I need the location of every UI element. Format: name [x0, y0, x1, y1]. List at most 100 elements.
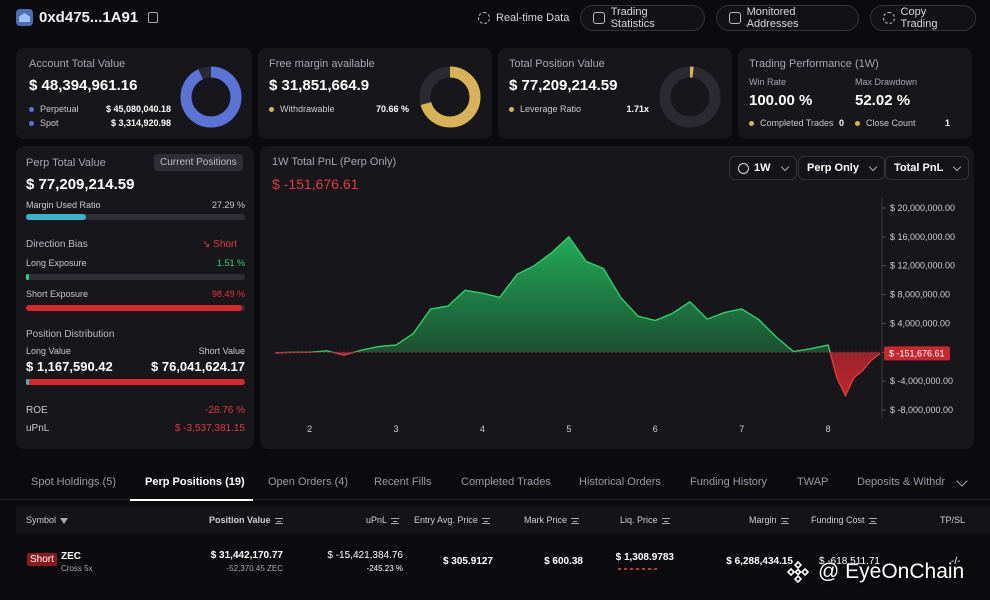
sort-icon: [481, 517, 490, 524]
refresh-icon: [478, 12, 490, 24]
col-mark-price[interactable]: Mark Price: [524, 515, 580, 525]
side-badge: Short: [27, 553, 57, 566]
position-value: $ 77,209,214.59: [509, 77, 618, 94]
filter-icon: [60, 517, 69, 524]
realtime-data-button[interactable]: Real-time Data: [466, 5, 581, 31]
margin-title: Free margin available: [269, 58, 375, 70]
value-amounts-row: $ 1,167,590.42 $ 76,041,624.17: [26, 359, 245, 374]
trading-statistics-button[interactable]: Trading Statistics: [580, 5, 705, 31]
sort-icon: [391, 517, 400, 524]
col-upnl[interactable]: uPnL: [366, 515, 400, 525]
tab-perp-positions[interactable]: Perp Positions (19): [145, 476, 245, 488]
account-total-card: Account Total Value $ 48,394,961.16 Perp…: [16, 48, 252, 139]
upnl-pct-cell: -245.23 %: [366, 564, 403, 573]
clock-icon: [738, 162, 749, 174]
max-drawdown-label: Max Drawdown: [855, 77, 918, 87]
positions-tabs: Spot Holdings (5) Perp Positions (19) Op…: [0, 468, 990, 501]
col-funding-cost[interactable]: Funding Cost: [811, 515, 877, 525]
tab-completed-trades[interactable]: Completed Trades: [461, 476, 551, 488]
wallet-address: 0xd475...1A91: [16, 9, 159, 26]
short-exposure-row: Short Exposure 98.49 %: [26, 289, 245, 299]
perp-total-card: Perp Total Value Current Positions $ 77,…: [16, 146, 254, 449]
entry-price-cell: $ 305.9127: [442, 556, 493, 567]
perpetual-row: Perpetual $ 45,080,040.18: [29, 104, 171, 114]
max-drawdown-value: 52.02 %: [855, 92, 911, 109]
symbol-cell[interactable]: ZEC: [61, 551, 81, 562]
col-symbol[interactable]: Symbol: [26, 515, 69, 525]
mode-cell: Cross 5x: [61, 564, 93, 573]
tab-twap[interactable]: TWAP: [797, 476, 829, 488]
copy-icon[interactable]: [148, 12, 159, 23]
direction-bias-label: Direction Bias: [26, 239, 88, 250]
table-row[interactable]: Short ZEC Cross 5x $ 31,442,170.77 -52,3…: [16, 536, 990, 600]
funding-cost-cell: $ -618,511.71: [819, 556, 880, 567]
total-position-card: Total Position Value $ 77,209,214.59 Lev…: [498, 48, 732, 139]
tab-funding-history[interactable]: Funding History: [690, 476, 768, 488]
sort-icon: [780, 517, 789, 524]
col-liq-price[interactable]: Liq. Price: [620, 515, 670, 525]
spot-row: Spot $ 3,314,920.98: [29, 118, 171, 128]
tab-recent-fills[interactable]: Recent Fills: [374, 476, 432, 488]
wallet-avatar-icon: [16, 9, 33, 26]
total-pnl-dropdown[interactable]: Total PnL: [885, 156, 970, 180]
tabs-more-chevron-icon[interactable]: [956, 475, 968, 487]
sort-icon: [868, 517, 877, 524]
x-tick-label: 4: [480, 424, 485, 434]
copy-trading-button[interactable]: Copy Trading: [870, 5, 976, 31]
col-entry-price[interactable]: Entry Avg. Price: [414, 515, 490, 525]
tpsl-cell[interactable]: -/-: [951, 556, 961, 567]
account-title: Account Total Value: [29, 58, 126, 70]
col-margin[interactable]: Margin: [749, 515, 789, 525]
upnl-cell: $ -15,421,384.76: [327, 550, 403, 561]
pnl-area-chart: $ 20,000,000.00 $ 16,000,000.00 $ 12,000,0…: [274, 198, 955, 434]
x-tick-label: 5: [566, 424, 571, 434]
y-tick-label: $ 4,000,000.00: [890, 318, 950, 328]
position-value-cell: $ 31,442,170.77: [210, 550, 283, 561]
leverage-row: Leverage Ratio 1.71x: [509, 104, 649, 114]
x-tick-label: 8: [826, 424, 831, 434]
tab-historical-orders[interactable]: Historical Orders: [579, 476, 661, 488]
win-rate-label: Win Rate: [749, 77, 787, 87]
x-tick-label: 6: [653, 424, 658, 434]
tab-open-orders[interactable]: Open Orders (4): [268, 476, 349, 488]
perp-title: Perp Total Value: [26, 157, 106, 169]
perp-value: $ 77,209,214.59: [26, 176, 135, 193]
current-positions-badge[interactable]: Current Positions: [154, 154, 243, 171]
y-tick-label: $ 16,000,000.00: [890, 232, 955, 242]
x-tick-label: 7: [739, 424, 744, 434]
col-tpsl: TP/SL: [940, 515, 966, 525]
y-tick-label: $ -8,000,000.00: [890, 405, 953, 415]
perp-only-dropdown[interactable]: Perp Only: [798, 156, 885, 180]
completed-trades-row: Completed Trades 0: [749, 118, 844, 128]
margin-donut: [419, 66, 481, 128]
tab-deposits-withdrawals[interactable]: Deposits & Withdr: [857, 476, 946, 488]
current-value-badge: [884, 346, 950, 361]
binance-logo-icon: [786, 560, 810, 584]
monitor-icon: [729, 12, 741, 24]
chevron-down-icon: [953, 162, 962, 171]
y-tick-label: $ 20,000,000.00: [890, 203, 955, 213]
long-exposure-row: Long Exposure 1.51 %: [26, 258, 245, 268]
short-exposure-bar: [26, 305, 245, 311]
trading-performance-card: Trading Performance (1W) Win Rate Max Dr…: [738, 48, 972, 139]
margin-used-row: Margin Used Ratio 27.29 %: [26, 200, 245, 210]
position-distribution-label: Position Distribution: [26, 329, 115, 340]
margin-value: $ 31,851,664.9: [269, 77, 370, 94]
close-count-row: Close Count 1: [855, 118, 950, 128]
monitored-addresses-button[interactable]: Monitored Addresses: [716, 5, 859, 31]
chart-icon: [593, 12, 605, 24]
timeframe-dropdown[interactable]: 1W: [729, 156, 797, 180]
chevron-down-icon: [780, 162, 789, 171]
col-position-value[interactable]: Position Value: [209, 515, 283, 525]
current-value-label: $ -151,676.61: [889, 348, 945, 358]
margin-cell: $ 6,288,434.15: [726, 556, 793, 567]
y-tick-label: $ 12,000,000.00: [890, 261, 955, 271]
tab-spot-holdings[interactable]: Spot Holdings (5): [31, 476, 116, 488]
liq-risk-indicator: [618, 568, 658, 570]
account-donut: [180, 66, 242, 128]
y-tick-label: $ -4,000,000.00: [890, 376, 953, 386]
top-bar: 0xd475...1A91 Real-time Data Trading Sta…: [0, 0, 990, 36]
pnl-line-positive: [275, 235, 831, 353]
positive-area: [309, 236, 831, 353]
margin-used-bar: [26, 214, 245, 220]
